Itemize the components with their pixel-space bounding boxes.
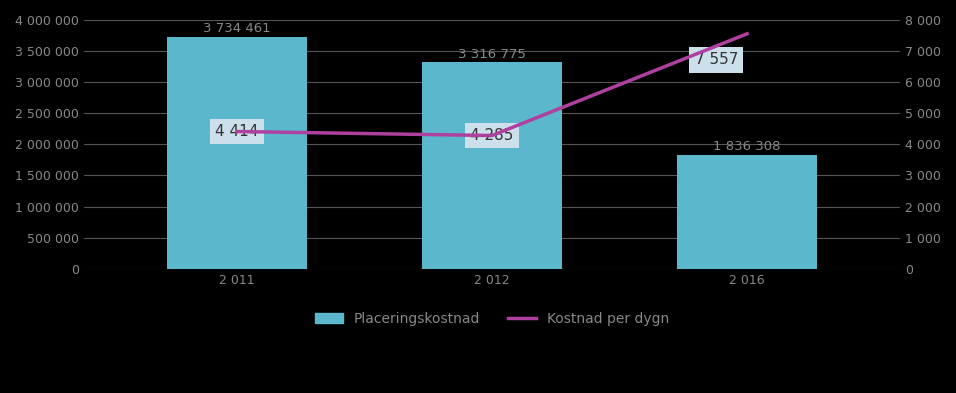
Text: 3 316 775: 3 316 775 bbox=[458, 48, 526, 61]
Text: 7 557: 7 557 bbox=[695, 52, 738, 67]
Bar bbox=[677, 154, 817, 269]
Bar bbox=[422, 62, 562, 269]
Bar bbox=[166, 37, 307, 269]
Text: 4 285: 4 285 bbox=[470, 128, 513, 143]
Text: 4 414: 4 414 bbox=[215, 124, 258, 139]
Text: 1 836 308: 1 836 308 bbox=[713, 140, 781, 153]
Text: 3 734 461: 3 734 461 bbox=[203, 22, 271, 35]
Legend: Placeringskostnad, Kostnad per dygn: Placeringskostnad, Kostnad per dygn bbox=[310, 307, 675, 331]
